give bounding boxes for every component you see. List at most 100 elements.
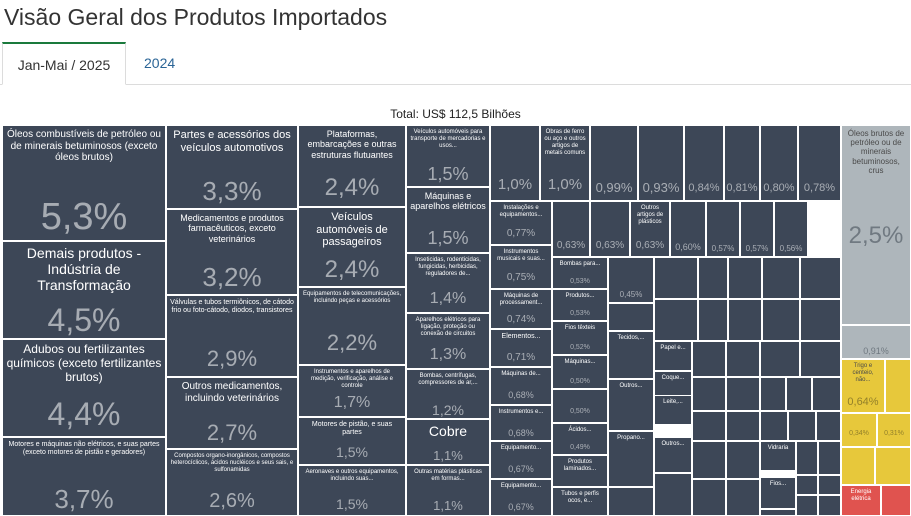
treemap-cell-19[interactable]: Bombas, centrífugas, compressores de ar,… — [406, 369, 490, 419]
treemap-small-cell[interactable] — [692, 479, 726, 516]
treemap-small-cell[interactable] — [800, 341, 841, 377]
treemap-cell-21[interactable]: Outras matérias plásticas em formas... 1,… — [406, 465, 490, 516]
treemap-small-cell[interactable] — [760, 377, 786, 411]
treemap-small-cell[interactable] — [796, 441, 818, 475]
treemap-cell-41[interactable]: 0,60% — [670, 201, 706, 257]
treemap-cell-34[interactable]: Máquinas de... 0,68% — [490, 367, 552, 405]
treemap-cell-66[interactable]: 0,34% — [841, 413, 877, 447]
treemap-small-cell[interactable] — [760, 341, 800, 377]
treemap-small-cell[interactable] — [762, 257, 800, 299]
treemap-cell-51[interactable]: Produtos laminados... — [552, 455, 608, 487]
treemap-cell-65[interactable]: Trigo e centeio, não... 0,64% — [841, 359, 885, 413]
treemap-cell-11[interactable]: Equipamentos de telecomunicações, inclui… — [298, 287, 406, 365]
treemap-cell-26[interactable]: 0,84% — [684, 125, 724, 201]
treemap-cell-68[interactable]: Energia elétrica — [841, 485, 881, 516]
treemap-small-cell[interactable] — [654, 299, 698, 341]
treemap-cell-53[interactable]: 0,45% — [608, 257, 654, 303]
treemap-cell-40[interactable]: Outros artigos de plásticos 0,63% — [630, 201, 670, 257]
treemap-small-cell[interactable] — [800, 257, 841, 299]
treemap-small-cell[interactable] — [608, 487, 654, 516]
treemap-cell-62[interactable]: Fios... — [760, 477, 796, 509]
treemap-small-cell[interactable] — [796, 475, 818, 495]
treemap-cell-9[interactable]: Plataformas, embarcações e outras estrut… — [298, 125, 406, 207]
treemap-small-cell[interactable] — [726, 377, 760, 411]
treemap-cell-48[interactable]: Máquinas... 0,50% — [552, 355, 608, 389]
treemap-cell-5[interactable]: Medicamentos e produtos farmacêuticos, e… — [166, 209, 298, 295]
tab-2024[interactable]: 2024 — [144, 55, 176, 71]
treemap-cell-23[interactable]: Obras de ferro ou aço e outros artigos d… — [540, 125, 590, 201]
treemap-cell-35[interactable]: Instrumentos e... 0,68% — [490, 405, 552, 441]
treemap-cell-46[interactable]: Produtos... 0,53% — [552, 289, 608, 321]
treemap-small-cell[interactable] — [760, 509, 796, 516]
treemap-small-cell[interactable] — [698, 299, 728, 341]
treemap-small-cell[interactable] — [762, 299, 800, 341]
treemap-cell-45[interactable]: Bombas para... 0,53% — [552, 257, 608, 289]
treemap-cell-52[interactable]: Tubos e perfis ocos, e... — [552, 487, 608, 516]
treemap-cell-60[interactable]: Outros... — [654, 437, 692, 473]
treemap-small-cell[interactable] — [796, 495, 818, 516]
treemap-small-cell[interactable] — [692, 411, 726, 441]
treemap-small-cell[interactable] — [818, 495, 841, 516]
treemap-cell-31[interactable]: Instrumentos musicais e suas... 0,75% — [490, 245, 552, 289]
treemap-cell-22[interactable]: 1,0% — [490, 125, 540, 201]
treemap-cell-20[interactable]: Cobre 1,1% — [406, 419, 490, 465]
treemap-cell-6[interactable]: Válvulas e tubos termiônicos, de cátodo … — [166, 295, 298, 377]
treemap-cell-67[interactable]: 0,31% — [877, 413, 911, 447]
treemap-small-cell[interactable] — [885, 359, 911, 413]
treemap-small-cell[interactable] — [698, 257, 728, 299]
treemap-small-cell[interactable] — [875, 447, 911, 485]
treemap-cell-16[interactable]: Máquinas e aparelhos elétricos 1,5% — [406, 187, 490, 253]
treemap-small-cell[interactable] — [726, 441, 760, 479]
treemap-cell-56[interactable]: Propano... — [608, 431, 654, 487]
treemap-cell-59[interactable]: Leite,... — [654, 395, 692, 425]
treemap-cell-12[interactable]: Instrumentos e aparelhos de medição, ver… — [298, 365, 406, 417]
treemap-small-cell[interactable] — [786, 377, 812, 411]
treemap-cell-3[interactable]: Motores e máquinas não elétricos, e suas… — [2, 437, 166, 516]
treemap-cell-44[interactable]: 0,56% — [774, 201, 808, 257]
treemap-cell-47[interactable]: Fios têxteis 0,52% — [552, 321, 608, 355]
treemap-cell-33[interactable]: Elementos... 0,71% — [490, 329, 552, 367]
treemap-small-cell[interactable] — [728, 257, 762, 299]
treemap-cell-61[interactable]: Vidraria — [760, 441, 796, 471]
treemap-cell-29[interactable]: 0,78% — [798, 125, 841, 201]
treemap-cell-28[interactable]: 0,80% — [760, 125, 798, 201]
treemap-cell-36[interactable]: Equipamento... 0,67% — [490, 441, 552, 479]
treemap-small-cell[interactable] — [654, 257, 698, 299]
treemap-small-cell[interactable] — [726, 479, 760, 516]
treemap-small-cell[interactable] — [760, 411, 788, 441]
treemap-cell-1[interactable]: Demais produtos - Indústria de Transform… — [2, 241, 166, 339]
treemap-small-cell[interactable] — [818, 475, 841, 495]
treemap-cell-15[interactable]: Veículos automóveis para transporte de m… — [406, 125, 490, 187]
treemap-cell-39[interactable]: 0,63% — [590, 201, 630, 257]
treemap-small-cell[interactable] — [800, 299, 841, 341]
treemap-small-cell[interactable] — [841, 447, 875, 485]
treemap-small-cell[interactable] — [728, 299, 762, 341]
treemap-small-cell[interactable] — [812, 377, 841, 411]
treemap-cell-58[interactable]: Coque... — [654, 371, 692, 399]
treemap-cell-57[interactable]: Papel e... — [654, 341, 692, 371]
treemap-cell-32[interactable]: Máquinas de processament... 0,74% — [490, 289, 552, 329]
treemap-cell-17[interactable]: Inseticidas, rodenticidas, fungicidas, h… — [406, 253, 490, 313]
treemap-cell-14[interactable]: Aeronaves e outros equipamentos, incluin… — [298, 465, 406, 516]
treemap-cell-43[interactable]: 0,57% — [740, 201, 774, 257]
treemap-cell-25[interactable]: 0,93% — [638, 125, 684, 201]
treemap-cell-0[interactable]: Óleos combustíveis de petróleo ou de min… — [2, 125, 166, 241]
treemap-small-cell[interactable] — [726, 411, 760, 441]
treemap-cell-63[interactable]: Óleos brutos de petróleo ou de minerais … — [841, 125, 911, 325]
treemap-cell-55[interactable]: Outros... — [608, 379, 654, 431]
treemap-cell-13[interactable]: Motores de pistão, e suas partes 1,5% — [298, 417, 406, 465]
treemap-cell-49[interactable]: 0,50% — [552, 389, 608, 423]
treemap-small-cell[interactable] — [692, 377, 726, 411]
treemap-small-cell[interactable] — [881, 485, 911, 516]
treemap-cell-24[interactable]: 0,99% — [590, 125, 638, 201]
treemap-small-cell[interactable] — [654, 473, 692, 516]
treemap-small-cell[interactable] — [692, 441, 726, 479]
tab-jan-mai-2025[interactable]: Jan-Mai / 2025 — [2, 42, 126, 85]
treemap-cell-64[interactable]: 0,91% — [841, 325, 911, 359]
treemap-cell-27[interactable]: 0,81% — [724, 125, 760, 201]
treemap-small-cell[interactable] — [818, 441, 841, 475]
treemap-cell-18[interactable]: Aparelhos elétricos para ligação, proteç… — [406, 313, 490, 369]
treemap-cell-7[interactable]: Outros medicamentos, incluindo veterinár… — [166, 377, 298, 449]
treemap-cell-8[interactable]: Compostos organo-inorgânicos, compostos … — [166, 449, 298, 516]
treemap-cell-38[interactable]: 0,63% — [552, 201, 590, 257]
